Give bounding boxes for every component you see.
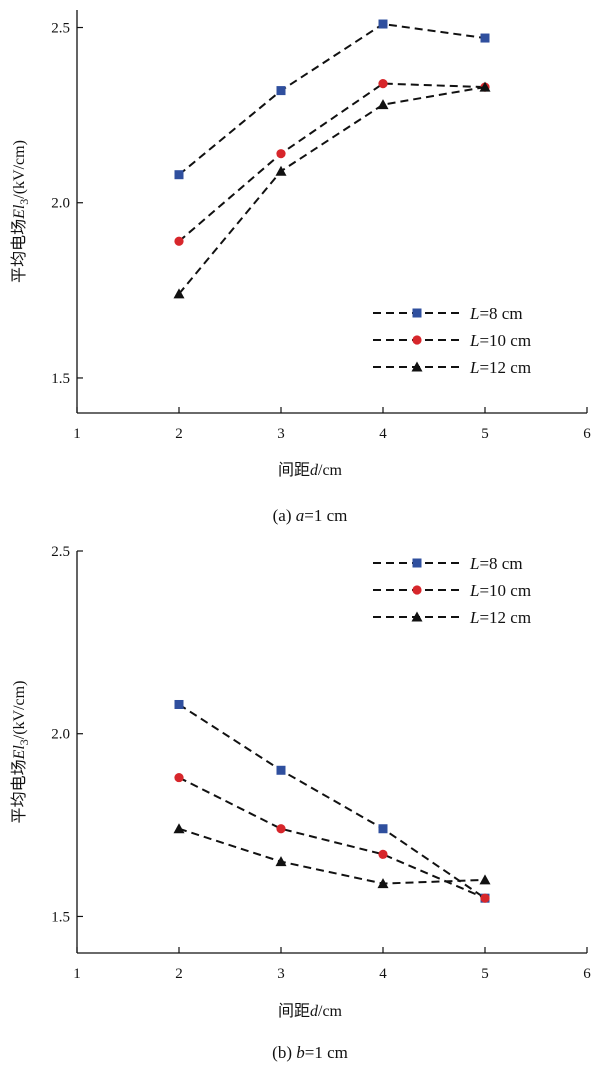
x-tick-label: 3	[277, 426, 285, 442]
data-point	[276, 765, 286, 775]
data-point	[173, 288, 185, 299]
legend-label: L=8 cm	[469, 304, 523, 323]
data-point	[174, 699, 184, 709]
series-2	[173, 81, 491, 299]
x-tick-label: 2	[175, 426, 183, 442]
data-point	[174, 170, 184, 180]
legend-entry: L=12 cm	[373, 358, 531, 377]
x-tick-label: 1	[73, 966, 81, 982]
y-tick-label: 1.5	[51, 909, 70, 925]
data-point	[480, 893, 490, 903]
data-point	[377, 878, 389, 889]
data-point	[479, 874, 491, 885]
y-tick-label: 2.0	[51, 727, 70, 743]
x-axis-title: 间距d/cm	[278, 1001, 343, 1020]
data-point	[174, 772, 184, 783]
x-tick-label: 2	[175, 966, 183, 982]
series-1	[174, 772, 490, 903]
series-line	[178, 86, 486, 295]
y-tick-label: 2.5	[51, 544, 70, 560]
panel-caption: (a) a=1 cm	[273, 506, 348, 525]
data-point	[174, 236, 184, 246]
legend-marker	[412, 335, 422, 345]
x-tick-label: 6	[583, 966, 591, 982]
data-point	[378, 849, 388, 859]
legend-label: L=12 cm	[469, 358, 531, 377]
legend-entry: L=10 cm	[373, 331, 531, 350]
y-axis-title: 平均电场El3/(kV/cm)	[9, 140, 31, 283]
x-tick-label: 5	[481, 426, 489, 442]
x-tick-label: 1	[73, 426, 81, 442]
data-point	[378, 19, 388, 29]
series-line	[178, 82, 486, 243]
series-line	[178, 703, 486, 900]
data-point	[378, 824, 388, 834]
legend-marker	[412, 558, 422, 568]
data-point	[480, 33, 490, 43]
legend-label: L=10 cm	[469, 331, 531, 350]
data-point	[275, 165, 287, 176]
series-0	[174, 19, 490, 180]
data-point	[276, 149, 286, 159]
y-tick-label: 1.5	[51, 371, 70, 387]
legend-entry: L=12 cm	[373, 608, 531, 627]
y-tick-label: 2.0	[51, 196, 70, 212]
series-line	[178, 776, 486, 900]
data-point	[275, 856, 287, 867]
legend-marker	[411, 361, 423, 372]
data-point	[276, 824, 286, 834]
data-point	[377, 99, 389, 110]
chart-panel-a: 1 2 3 4 5 6 1.5 2.0 2.5 间距d/cm 平均电场El3/(kV/cm) L=8 …	[9, 10, 591, 525]
series-line	[178, 22, 486, 176]
legend-marker	[412, 308, 422, 318]
chart-panel-b: 1 2 3 4 5 6 1.5 2.0 2.5 间距d/cm 平均电场El3/(kV/cm) L=8 …	[9, 544, 591, 1062]
series-2	[173, 823, 491, 889]
x-tick-label: 5	[481, 966, 489, 982]
series-1	[174, 78, 490, 246]
x-axis-title: 间距d/cm	[278, 460, 343, 479]
x-tick-label: 6	[583, 426, 591, 442]
legend-label: L=12 cm	[469, 608, 531, 627]
legend-entry: L=10 cm	[373, 581, 531, 600]
legend-entry: L=8 cm	[373, 304, 523, 323]
panel-caption: (b) b=1 cm	[272, 1043, 348, 1062]
data-point	[276, 86, 286, 96]
series-line	[178, 827, 486, 885]
data-point	[378, 78, 388, 89]
x-tick-label: 4	[379, 426, 387, 442]
x-tick-label: 4	[379, 966, 387, 982]
legend-label: L=10 cm	[469, 581, 531, 600]
data-point	[173, 823, 185, 834]
data-point	[479, 81, 491, 92]
legend-entry: L=8 cm	[373, 554, 523, 573]
x-tick-label: 3	[277, 966, 285, 982]
y-axis-title: 平均电场El3/(kV/cm)	[9, 681, 31, 824]
y-tick-label: 2.5	[51, 21, 70, 37]
legend-marker	[412, 585, 422, 595]
legend-marker	[411, 611, 423, 622]
legend-label: L=8 cm	[469, 554, 523, 573]
